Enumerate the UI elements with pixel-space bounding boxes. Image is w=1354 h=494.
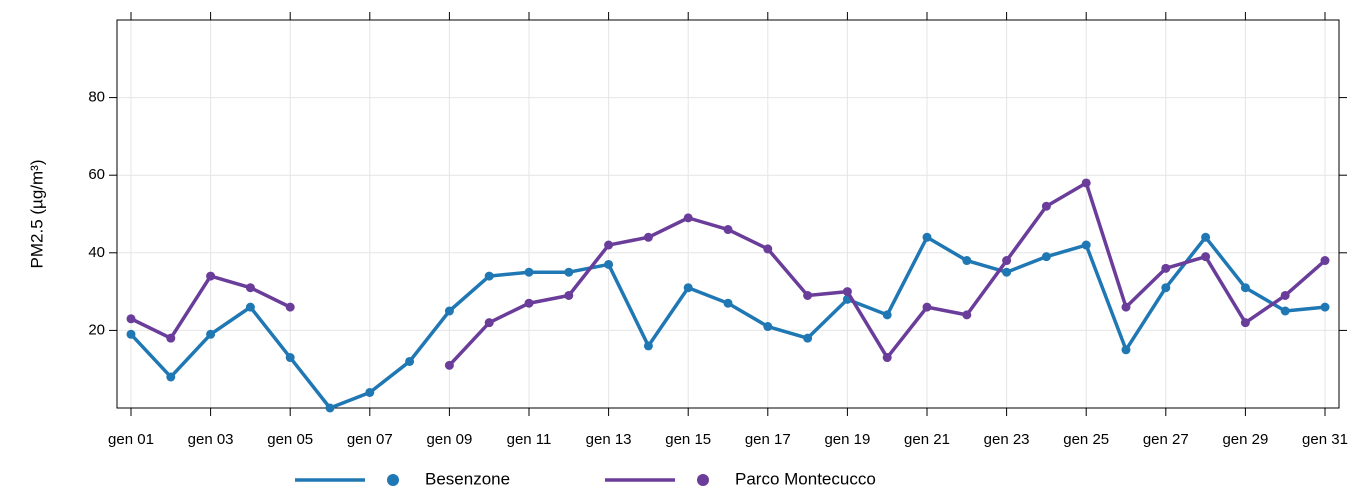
data-point bbox=[166, 372, 176, 382]
data-point bbox=[325, 403, 335, 413]
data-point bbox=[643, 341, 653, 351]
data-point bbox=[1280, 306, 1290, 316]
data-point bbox=[962, 256, 972, 266]
data-point bbox=[484, 271, 494, 281]
data-point bbox=[1121, 345, 1131, 355]
data-point bbox=[1081, 240, 1091, 250]
x-tick-label: gen 09 bbox=[426, 431, 472, 448]
data-point bbox=[206, 271, 216, 281]
x-tick-label: gen 31 bbox=[1302, 431, 1348, 448]
data-point bbox=[405, 356, 415, 366]
y-tick-label: 40 bbox=[88, 244, 105, 261]
data-point bbox=[1121, 302, 1131, 312]
data-point bbox=[803, 333, 813, 343]
data-point bbox=[126, 329, 136, 339]
x-tick-label: gen 03 bbox=[188, 431, 234, 448]
data-point bbox=[1201, 232, 1211, 242]
data-point bbox=[1280, 290, 1290, 300]
data-point bbox=[1002, 267, 1012, 277]
data-point bbox=[1240, 318, 1250, 328]
data-point bbox=[1320, 256, 1330, 266]
data-point bbox=[444, 360, 454, 370]
x-tick-label: gen 13 bbox=[586, 431, 632, 448]
legend-label: Parco Montecucco bbox=[735, 469, 876, 488]
data-point bbox=[643, 232, 653, 242]
data-point bbox=[166, 333, 176, 343]
data-point bbox=[1201, 252, 1211, 262]
data-point bbox=[763, 322, 773, 332]
series-line bbox=[130, 181, 1327, 367]
data-point bbox=[1081, 178, 1091, 188]
series-line bbox=[129, 235, 1326, 410]
data-point bbox=[524, 298, 534, 308]
legend-marker bbox=[387, 474, 399, 486]
x-tick-label: gen 29 bbox=[1222, 431, 1268, 448]
data-point bbox=[365, 387, 375, 397]
x-tick-label: gen 15 bbox=[665, 431, 711, 448]
data-point bbox=[524, 267, 534, 277]
data-point bbox=[564, 290, 574, 300]
data-point bbox=[564, 267, 574, 277]
data-point bbox=[1161, 263, 1171, 273]
plot-frame bbox=[116, 19, 1340, 409]
data-point bbox=[484, 318, 494, 328]
data-point bbox=[763, 244, 773, 254]
data-point bbox=[1041, 201, 1051, 211]
x-tick-label: gen 01 bbox=[108, 431, 154, 448]
data-point bbox=[723, 225, 733, 235]
data-point bbox=[1320, 302, 1330, 312]
x-tick-label: gen 17 bbox=[745, 431, 791, 448]
data-point bbox=[1041, 252, 1051, 262]
data-point bbox=[444, 306, 454, 316]
x-tick-label: gen 23 bbox=[984, 431, 1030, 448]
legend-label: Besenzone bbox=[425, 469, 510, 488]
data-point bbox=[285, 353, 295, 363]
x-tick-label: gen 05 bbox=[267, 431, 313, 448]
data-point bbox=[683, 283, 693, 293]
y-tick-label: 80 bbox=[88, 89, 105, 106]
data-point bbox=[1240, 283, 1250, 293]
data-point bbox=[126, 314, 136, 324]
legend-marker bbox=[697, 474, 709, 486]
y-tick-label: 60 bbox=[88, 166, 105, 183]
data-point bbox=[882, 353, 892, 363]
data-point bbox=[604, 259, 614, 269]
y-axis-label: PM2.5 (µg/m³) bbox=[27, 160, 46, 269]
y-tick-label: 20 bbox=[88, 321, 105, 338]
data-point bbox=[1002, 256, 1012, 266]
data-point bbox=[1161, 283, 1171, 293]
data-point bbox=[922, 232, 932, 242]
data-point bbox=[803, 290, 813, 300]
x-tick-label: gen 25 bbox=[1063, 431, 1109, 448]
data-point bbox=[842, 287, 852, 297]
data-point bbox=[683, 213, 693, 223]
data-point bbox=[882, 310, 892, 320]
data-point bbox=[245, 302, 255, 312]
data-point bbox=[285, 302, 295, 312]
data-point bbox=[206, 329, 216, 339]
data-point bbox=[962, 310, 972, 320]
x-tick-label: gen 27 bbox=[1143, 431, 1189, 448]
x-tick-label: gen 21 bbox=[904, 431, 950, 448]
data-point bbox=[604, 240, 614, 250]
x-tick-label: gen 19 bbox=[824, 431, 870, 448]
x-tick-label: gen 07 bbox=[347, 431, 393, 448]
data-point bbox=[723, 298, 733, 308]
data-point bbox=[245, 283, 255, 293]
data-point bbox=[922, 302, 932, 312]
x-tick-label: gen 11 bbox=[507, 431, 552, 448]
